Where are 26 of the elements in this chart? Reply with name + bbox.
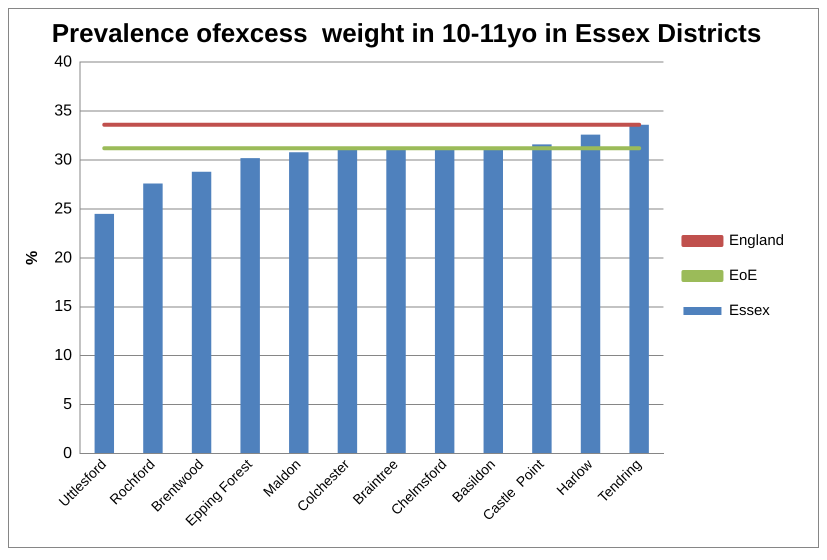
bar bbox=[192, 172, 212, 453]
legend-label: Essex bbox=[728, 302, 770, 320]
y-tick-label: 15 bbox=[54, 298, 72, 316]
bar bbox=[580, 134, 600, 453]
y-tick-label: 0 bbox=[63, 444, 72, 462]
bar bbox=[386, 148, 406, 453]
y-axis-title: % bbox=[24, 250, 42, 265]
legend-label: England bbox=[728, 232, 784, 250]
bar bbox=[434, 148, 454, 453]
bar bbox=[94, 214, 114, 453]
bar bbox=[484, 148, 503, 453]
y-tick-label: 20 bbox=[54, 249, 72, 266]
y-tick-label: 30 bbox=[54, 151, 72, 168]
bar bbox=[289, 152, 309, 453]
y-tick-label: 35 bbox=[54, 102, 72, 120]
y-tick-label: 25 bbox=[54, 200, 72, 218]
y-tick-label: 40 bbox=[54, 54, 72, 71]
bar bbox=[240, 158, 260, 453]
y-tick-label: 5 bbox=[63, 396, 72, 413]
bar bbox=[532, 144, 552, 453]
chart-title: Prevalence ofexcess weight in 10-11yo in Essex Districts bbox=[52, 18, 762, 48]
y-tick-label: 10 bbox=[54, 347, 72, 364]
bar bbox=[338, 148, 358, 453]
bar bbox=[629, 124, 649, 453]
legend-label: EoE bbox=[728, 267, 758, 284]
bar bbox=[143, 184, 163, 453]
